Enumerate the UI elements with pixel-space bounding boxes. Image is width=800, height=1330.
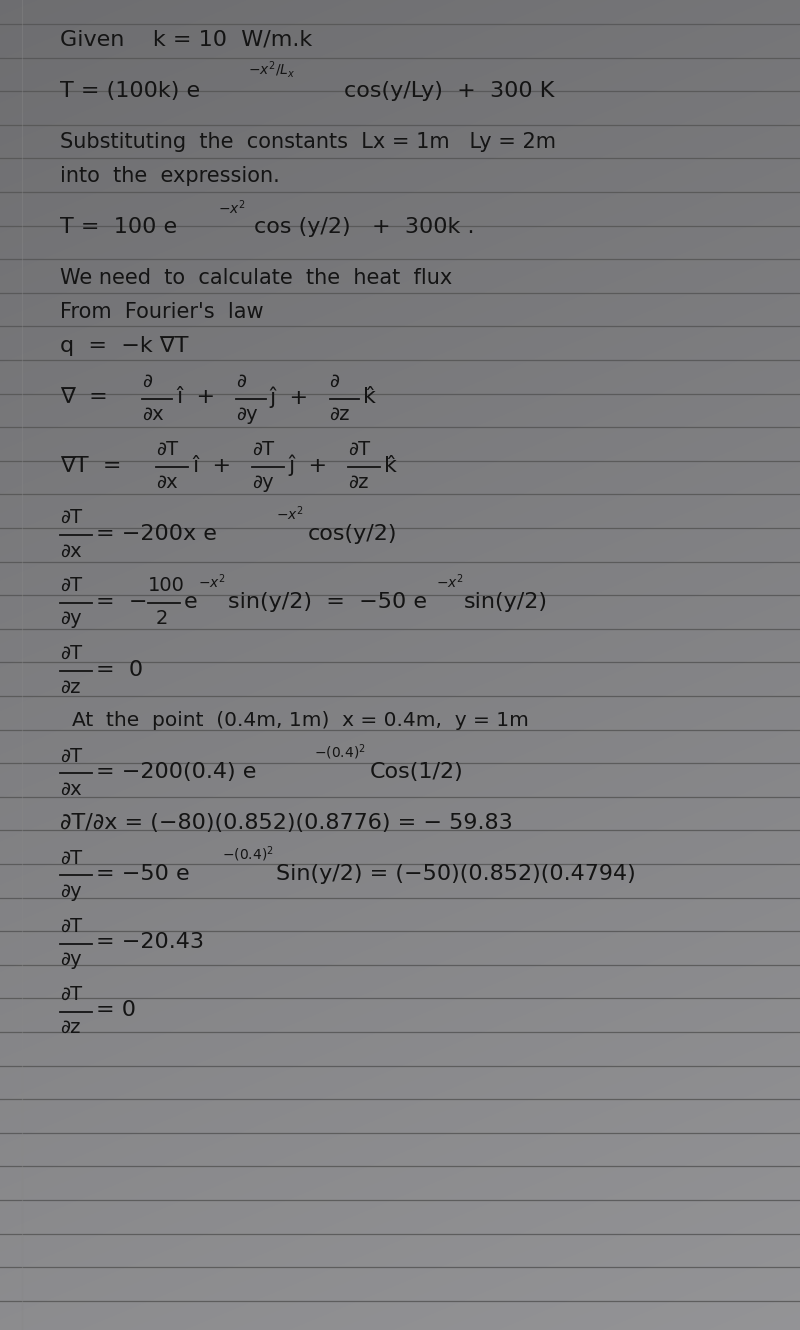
Text: ∂z: ∂z	[60, 677, 81, 697]
Text: From  Fourier's  law: From Fourier's law	[60, 302, 264, 322]
Text: ∂z: ∂z	[60, 1017, 81, 1037]
Text: ∂T: ∂T	[60, 746, 82, 766]
Text: ∂T: ∂T	[60, 576, 82, 596]
Text: k̂: k̂	[363, 387, 376, 407]
Text: ∂: ∂	[330, 372, 340, 391]
Text: ∂y: ∂y	[252, 473, 274, 492]
Text: e: e	[184, 592, 198, 612]
Text: $-(0.4)^2$: $-(0.4)^2$	[222, 845, 274, 865]
Text: î  +: î +	[176, 387, 215, 407]
Text: =  −: = −	[96, 592, 147, 612]
Text: ∂T: ∂T	[60, 984, 82, 1004]
Text: $-x^2$: $-x^2$	[436, 572, 464, 591]
Text: ∂: ∂	[236, 372, 246, 391]
Text: ∂x: ∂x	[60, 541, 82, 560]
Text: At  the  point  (0.4m, 1m)  x = 0.4m,  y = 1m: At the point (0.4m, 1m) x = 0.4m, y = 1m	[72, 712, 529, 730]
Text: $-x^2/L_x$: $-x^2/L_x$	[248, 60, 295, 80]
Text: $-x^2$: $-x^2$	[276, 504, 304, 523]
Text: ∂T: ∂T	[60, 508, 82, 527]
Text: ĵ  +: ĵ +	[270, 387, 309, 408]
Text: 100: 100	[148, 576, 185, 596]
Text: ∂: ∂	[142, 372, 153, 391]
Text: sin(y/2)  =  −50 e: sin(y/2) = −50 e	[228, 592, 427, 612]
Text: ∂y: ∂y	[60, 882, 82, 900]
Text: î  +: î +	[192, 455, 231, 476]
Text: ∂T: ∂T	[60, 916, 82, 936]
Text: ∂z: ∂z	[330, 406, 350, 424]
Text: ∂x: ∂x	[142, 406, 164, 424]
Text: We need  to  calculate  the  heat  flux: We need to calculate the heat flux	[60, 269, 452, 289]
Text: Sin(y/2) = (−50)(0.852)(0.4794): Sin(y/2) = (−50)(0.852)(0.4794)	[276, 864, 636, 884]
Text: ∂x: ∂x	[156, 473, 178, 492]
Text: = −20.43: = −20.43	[96, 932, 204, 952]
Text: = 0: = 0	[96, 1000, 136, 1020]
Text: ∂z: ∂z	[348, 473, 369, 492]
Text: ∇T  =: ∇T =	[60, 455, 122, 476]
Text: T =  100 e: T = 100 e	[60, 217, 177, 237]
Text: Cos(1/2): Cos(1/2)	[370, 762, 463, 782]
Text: k̂: k̂	[384, 455, 397, 476]
Text: $-x^2$: $-x^2$	[218, 198, 246, 217]
Text: into  the  expression.: into the expression.	[60, 166, 280, 186]
Text: ∂y: ∂y	[236, 406, 258, 424]
Text: $-x^2$: $-x^2$	[198, 572, 226, 591]
Text: Substituting  the  constants  Lx = 1m   Ly = 2m: Substituting the constants Lx = 1m Ly = …	[60, 132, 556, 152]
Text: cos(y/Ly)  +  300 K: cos(y/Ly) + 300 K	[344, 81, 554, 101]
Text: ∂y: ∂y	[60, 609, 82, 629]
Text: sin(y/2): sin(y/2)	[464, 592, 548, 612]
Text: ∂T: ∂T	[60, 849, 82, 867]
Text: = −200x e: = −200x e	[96, 524, 217, 544]
Text: ∂T: ∂T	[252, 440, 274, 459]
Text: ∂y: ∂y	[60, 950, 82, 970]
Text: cos(y/2): cos(y/2)	[308, 524, 398, 544]
Text: Given    k = 10  W/m.k: Given k = 10 W/m.k	[60, 29, 312, 51]
Text: = −50 e: = −50 e	[96, 864, 190, 884]
Text: ∂x: ∂x	[60, 779, 82, 799]
Text: $-(0.4)^2$: $-(0.4)^2$	[314, 742, 366, 762]
Text: ∂T: ∂T	[60, 644, 82, 664]
Text: ∂T/∂x = (−80)(0.852)(0.8776) = − 59.83: ∂T/∂x = (−80)(0.852)(0.8776) = − 59.83	[60, 813, 513, 833]
Text: = −200(0.4) e: = −200(0.4) e	[96, 762, 256, 782]
Text: ĵ  +: ĵ +	[288, 455, 327, 476]
Text: ∇  =: ∇ =	[60, 387, 108, 407]
Text: =  0: = 0	[96, 660, 143, 680]
Text: ∂T: ∂T	[348, 440, 370, 459]
Text: 2: 2	[156, 609, 168, 629]
Text: q  =  −k ∇T: q = −k ∇T	[60, 336, 189, 356]
Text: T = (100k) e: T = (100k) e	[60, 81, 200, 101]
Text: ∂T: ∂T	[156, 440, 178, 459]
Text: cos (y/2)   +  300k .: cos (y/2) + 300k .	[254, 217, 475, 237]
